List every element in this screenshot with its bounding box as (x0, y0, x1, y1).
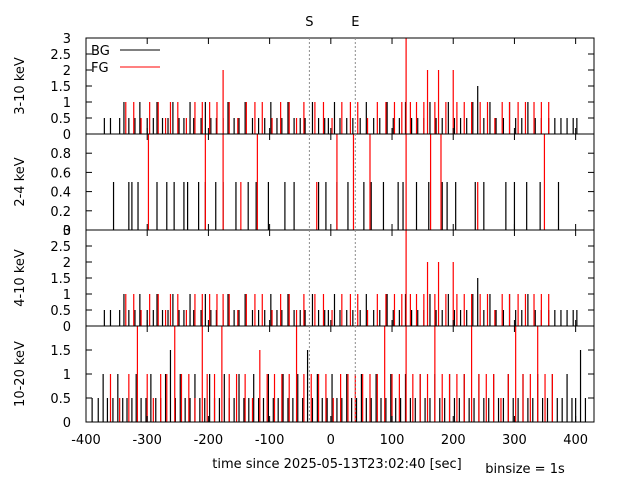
x-tick-label: -100 (255, 433, 285, 448)
y-axis-label: 4-10 keV (13, 249, 28, 307)
y-axis-label: 2-4 keV (13, 157, 28, 206)
legend-label-fg: FG (91, 61, 109, 76)
panel-4: 0 0.5 1 1.5 10-20 keV (13, 325, 595, 431)
panel-frame (85, 133, 595, 231)
x-tick-label: -300 (132, 433, 162, 448)
y-tick-label: 1.5 (50, 344, 71, 359)
y-tick-label: 0 (63, 320, 71, 335)
y-tick-label: 1 (63, 96, 71, 111)
legend-label-bg: BG (91, 44, 110, 59)
x-tick-label: -400 (71, 433, 101, 448)
x-tick-label: 100 (380, 433, 405, 448)
binsize-annotation: binsize = 1s (485, 462, 565, 477)
y-tick-label: 0.5 (50, 304, 71, 319)
x-tick-label: 300 (502, 433, 527, 448)
y-tick-label: 1.5 (50, 272, 71, 287)
y-tick-label: 0.2 (50, 205, 71, 220)
y-tick-label: 2.5 (50, 240, 71, 255)
time-markers: S E (305, 15, 359, 30)
panel-2: 0 0.2 0.4 0.6 0.8 2-4 keV (13, 133, 595, 239)
y-tick-label: 0.6 (50, 166, 71, 181)
y-tick-label: 0.5 (50, 112, 71, 127)
y-tick-label: 0 (63, 128, 71, 143)
x-tick-label: 400 (563, 433, 588, 448)
y-tick-label: 3 (63, 224, 71, 239)
y-tick-label: 0.4 (50, 186, 71, 201)
y-tick-label: 2 (63, 64, 71, 79)
y-tick-label: 0 (63, 416, 71, 431)
y-tick-label: 0.5 (50, 392, 71, 407)
panel-3: 00.511.522.534-10 keV (13, 224, 595, 335)
x-tick-label: 0 (327, 433, 335, 448)
x-tick-labels: -400 -300 -200 -100 0 100 200 300 400 (71, 433, 588, 448)
x-tick-label: -200 (194, 433, 224, 448)
x-axis-label: time since 2025-05-13T23:02:40 [sec] (212, 457, 461, 472)
y-tick-label: 3 (63, 32, 71, 47)
y-axis-label: 3-10 keV (13, 57, 28, 115)
panel-1: 00.511.522.53 3-10 keV (13, 32, 595, 143)
y-tick-label: 1 (63, 368, 71, 383)
y-tick-label: 1.5 (50, 80, 71, 95)
y-tick-label: 1 (63, 288, 71, 303)
marker-label-end: E (351, 15, 359, 30)
legend: BG FG (91, 44, 160, 76)
y-tick-label: 2 (63, 256, 71, 271)
y-tick-label: 2.5 (50, 48, 71, 63)
marker-label-start: S (305, 15, 313, 30)
y-axis-label: 10-20 keV (13, 341, 28, 407)
y-tick-label: 0.8 (50, 147, 71, 162)
x-tick-label: 200 (441, 433, 466, 448)
y-tick-label: 0 (63, 224, 71, 239)
